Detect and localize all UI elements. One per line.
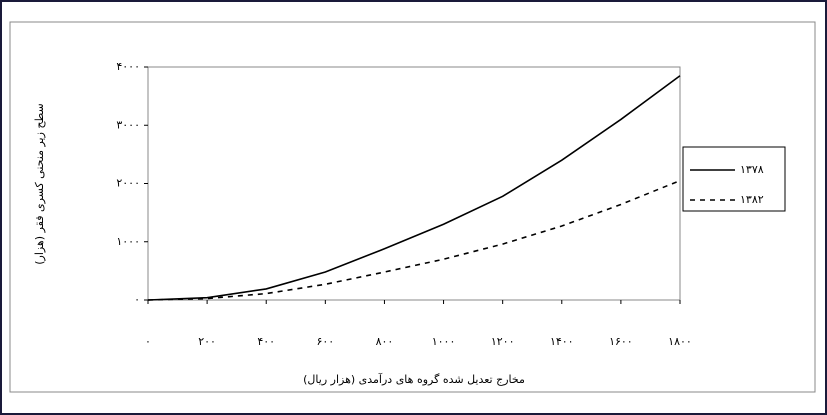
y-tick-label: ۱۰۰۰ — [116, 235, 140, 248]
x-tick-label: ۱۶۰۰ — [609, 335, 633, 348]
x-tick-label: ۱۰۰۰ — [432, 335, 456, 348]
series-line — [147, 179, 681, 301]
y-tick-label: ۰ — [134, 293, 140, 306]
x-tick-label: ۱۴۰۰ — [550, 335, 574, 348]
x-tick-label: ۱۲۰۰ — [491, 335, 515, 348]
legend-label: ۱۳۷۸ — [740, 163, 764, 176]
y-tick-label: ۲۰۰۰ — [116, 177, 140, 190]
y-axis-label: سطح زیر منحنی کسری فقر (هزار) — [33, 103, 46, 265]
series-line — [147, 75, 681, 301]
x-tick-label: ۴۰۰ — [257, 335, 275, 348]
x-tick-label: ۶۰۰ — [316, 335, 334, 348]
legend-label: ۱۳۸۲ — [740, 193, 764, 206]
x-axis-label: مخارج تعدیل شده گروه های درآمدی (هزار ری… — [303, 372, 525, 386]
x-tick-label: ۲۰۰ — [198, 335, 216, 348]
x-tick-label: ۰ — [145, 335, 151, 348]
legend-box — [682, 146, 786, 212]
y-tick-label: ۴۰۰۰ — [116, 60, 140, 73]
x-tick-label: ۱۸۰۰ — [668, 335, 692, 348]
x-tick-label: ۸۰۰ — [376, 335, 394, 348]
plot-area — [147, 66, 681, 301]
y-tick-label: ۳۰۰۰ — [116, 118, 140, 131]
